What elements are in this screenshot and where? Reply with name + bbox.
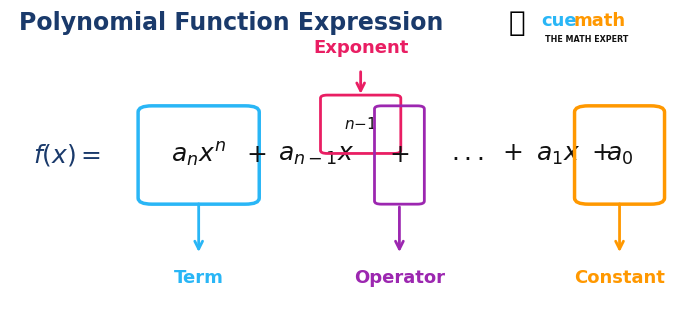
Text: Operator: Operator [354, 269, 445, 287]
Text: $a_{n-1}x$: $a_{n-1}x$ [278, 143, 354, 167]
Text: Exponent: Exponent [313, 39, 409, 57]
Text: 🚀: 🚀 [509, 9, 525, 37]
Text: math: math [573, 12, 626, 30]
Text: THE MATH EXPERT: THE MATH EXPERT [545, 35, 628, 44]
Text: Polynomial Function Expression: Polynomial Function Expression [19, 11, 443, 35]
Text: $a_n x^n$: $a_n x^n$ [171, 141, 226, 169]
Text: $f(x) =$: $f(x) =$ [33, 142, 101, 168]
Text: $+$: $+$ [246, 143, 266, 167]
Text: cue: cue [541, 12, 577, 30]
Text: Constant: Constant [574, 269, 665, 287]
Text: Term: Term [174, 269, 224, 287]
Text: $+$: $+$ [389, 143, 409, 167]
Text: $n{-}1$: $n{-}1$ [344, 116, 377, 132]
Text: $a_0$: $a_0$ [606, 143, 633, 167]
Text: $...\ +\ a_1 x\ +$: $...\ +\ a_1 x\ +$ [451, 143, 612, 167]
